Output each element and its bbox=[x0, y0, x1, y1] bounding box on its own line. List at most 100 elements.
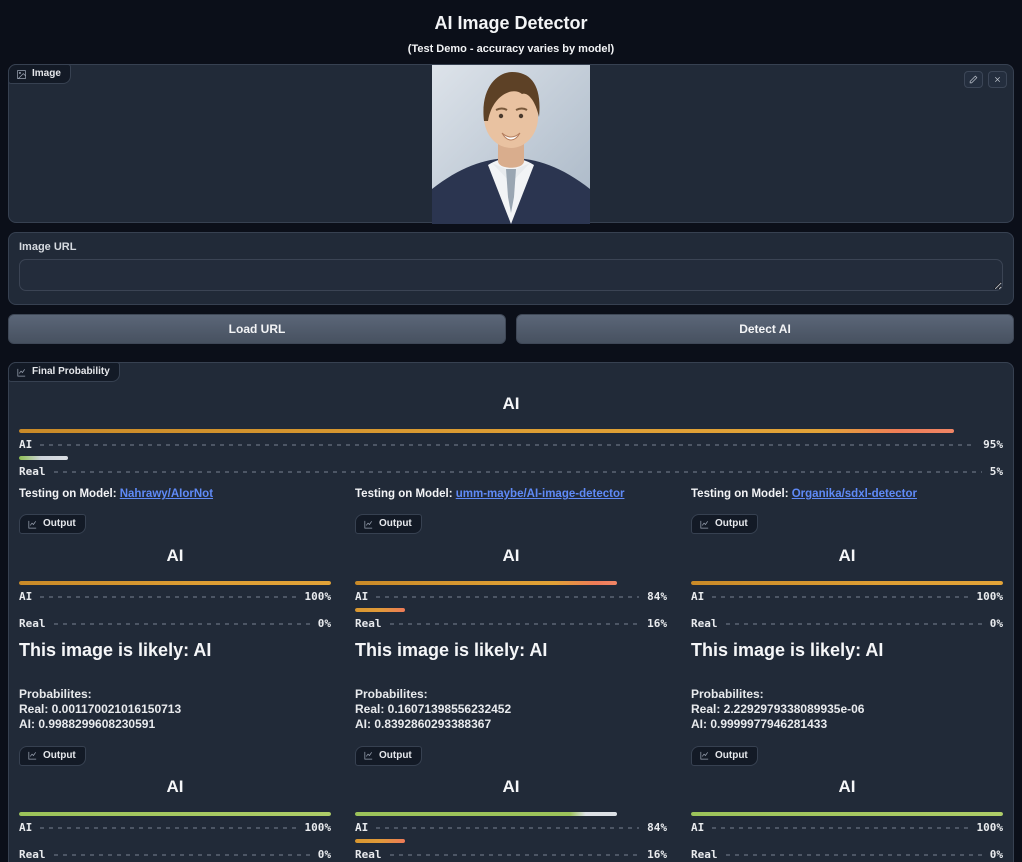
confidence-label: AI bbox=[19, 821, 33, 834]
confidence-label: AI bbox=[19, 589, 33, 603]
probability-ai: AI: 0.9999977946281433 bbox=[691, 716, 828, 731]
image-panel-tab: Image bbox=[8, 64, 71, 84]
confidence-label: Real bbox=[355, 848, 382, 861]
button-row: Load URL Detect AI bbox=[8, 314, 1014, 344]
probabilities-title: Probabilites: bbox=[355, 686, 428, 701]
confidence-label: Real bbox=[19, 465, 46, 478]
leader-line bbox=[53, 471, 982, 473]
model-link[interactable]: Nahrawy/AIorNot bbox=[119, 488, 214, 500]
confidence-label: AI bbox=[691, 821, 705, 834]
model-columns: Testing on Model: Nahrawy/AIorNot Output… bbox=[19, 487, 1003, 862]
final-probability-tab: Final Probability bbox=[8, 362, 120, 382]
confidence-value: 95% bbox=[983, 438, 1003, 451]
leader-line bbox=[725, 622, 982, 625]
confidence-value: 84% bbox=[647, 821, 667, 834]
probabilities: Probabilites: Real: 0.001170021016150713… bbox=[19, 687, 331, 732]
output-label: Output bbox=[379, 749, 412, 761]
load-url-button[interactable]: Load URL bbox=[8, 314, 506, 344]
probability-ai: AI: 0.8392860293388367 bbox=[355, 716, 492, 731]
output-tab: Output bbox=[691, 514, 758, 534]
confidence-label: Real bbox=[691, 848, 718, 861]
final-probability-output: AI AI 95% Real 5% bbox=[19, 371, 1003, 479]
detect-ai-button[interactable]: Detect AI bbox=[516, 314, 1014, 344]
output-label: Output bbox=[43, 749, 76, 761]
probability-ai: AI: 0.9988299608230591 bbox=[19, 716, 156, 731]
probabilities-title: Probabilites: bbox=[19, 686, 92, 701]
output-label: Output bbox=[715, 518, 748, 529]
output-prediction: AI bbox=[838, 545, 856, 565]
leader-line bbox=[725, 854, 982, 856]
x-icon bbox=[995, 77, 1000, 82]
chart-icon bbox=[700, 751, 709, 760]
probability-real: Real: 0.16071398556232452 bbox=[355, 701, 512, 716]
confidence-value: 5% bbox=[989, 465, 1003, 478]
final-confidence-real: Real 5% bbox=[19, 456, 1003, 479]
model-heading-text: Testing on Model: bbox=[691, 488, 792, 500]
model-column-3: Testing on Model: Organika/sdxl-detector… bbox=[691, 487, 1003, 862]
likely-text: This image is likely: AI bbox=[19, 639, 212, 660]
output-prediction: AI bbox=[166, 777, 184, 796]
confidence-bar bbox=[355, 580, 618, 585]
leader-line bbox=[40, 595, 297, 598]
image-url-input[interactable] bbox=[19, 259, 1003, 291]
image-url-label: Image URL bbox=[19, 241, 77, 253]
confidence-value: 100% bbox=[976, 821, 1004, 834]
output-panel-top: Output AI AI 100% Real 0% bbox=[691, 514, 1003, 631]
leader-line bbox=[53, 854, 310, 856]
confidence-bar bbox=[19, 580, 331, 585]
portrait-image bbox=[432, 65, 590, 224]
output-tab: Output bbox=[19, 745, 86, 766]
chart-icon bbox=[364, 520, 373, 529]
confidence-bar bbox=[355, 607, 405, 612]
confidence-bar bbox=[19, 812, 331, 816]
confidence-value: 0% bbox=[317, 616, 331, 630]
leader-line bbox=[389, 622, 640, 625]
confidence-bar bbox=[355, 812, 618, 816]
confidence-bar bbox=[691, 580, 1003, 585]
confidence-label: Real bbox=[19, 848, 46, 861]
clear-image-button[interactable] bbox=[988, 71, 1007, 88]
model-link[interactable]: umm-maybe/AI-image-detector bbox=[455, 488, 625, 500]
probability-real: Real: 0.001170021016150713 bbox=[19, 701, 182, 716]
leader-line bbox=[376, 595, 640, 598]
image-panel-label: Image bbox=[32, 68, 61, 79]
confidence-bar bbox=[19, 456, 69, 460]
leader-line bbox=[40, 444, 976, 446]
confidence-bar bbox=[19, 429, 954, 433]
output-panel-top: Output AI AI 84% Real 16% bbox=[355, 514, 667, 631]
uploaded-image[interactable] bbox=[432, 65, 590, 224]
probability-real: Real: 2.2292979338089935e-06 bbox=[691, 701, 865, 716]
page-subtitle: (Test Demo - accuracy varies by model) bbox=[407, 43, 615, 55]
pencil-icon bbox=[969, 75, 978, 84]
probabilities-title: Probabilites: bbox=[691, 686, 764, 701]
confidence-label: Real bbox=[691, 616, 718, 630]
confidence-value: 16% bbox=[647, 848, 667, 861]
image-actions bbox=[964, 71, 1007, 88]
model-heading: Testing on Model: Organika/sdxl-detector bbox=[691, 487, 1003, 502]
model-column-2: Testing on Model: umm-maybe/AI-image-det… bbox=[355, 487, 667, 862]
output-label: Output bbox=[715, 749, 748, 761]
image-panel: Image bbox=[8, 64, 1014, 224]
confidence-value: 16% bbox=[647, 616, 667, 630]
output-label: Output bbox=[43, 518, 76, 529]
leader-line bbox=[376, 827, 640, 829]
confidence-value: 84% bbox=[647, 589, 667, 603]
model-column-1: Testing on Model: Nahrawy/AIorNot Output… bbox=[19, 487, 331, 862]
model-heading: Testing on Model: umm-maybe/AI-image-det… bbox=[355, 487, 667, 502]
output-prediction: AI bbox=[166, 545, 184, 565]
final-probability-label: Final Probability bbox=[32, 366, 110, 377]
model-heading-text: Testing on Model: bbox=[19, 488, 120, 500]
output-label: Output bbox=[379, 518, 412, 529]
confidence-value: 100% bbox=[304, 589, 332, 603]
probabilities: Probabilites: Real: 0.16071398556232452 … bbox=[355, 687, 667, 732]
output-tab: Output bbox=[355, 745, 422, 766]
confidence-value: 0% bbox=[989, 616, 1003, 630]
chart-icon bbox=[28, 520, 37, 529]
page-title: AI Image Detector bbox=[434, 13, 588, 33]
chart-icon bbox=[364, 751, 373, 760]
confidence-label: Real bbox=[355, 616, 382, 630]
final-confidence-ai: AI 95% bbox=[19, 429, 1003, 452]
model-link[interactable]: Organika/sdxl-detector bbox=[791, 488, 917, 500]
edit-image-button[interactable] bbox=[964, 71, 983, 88]
